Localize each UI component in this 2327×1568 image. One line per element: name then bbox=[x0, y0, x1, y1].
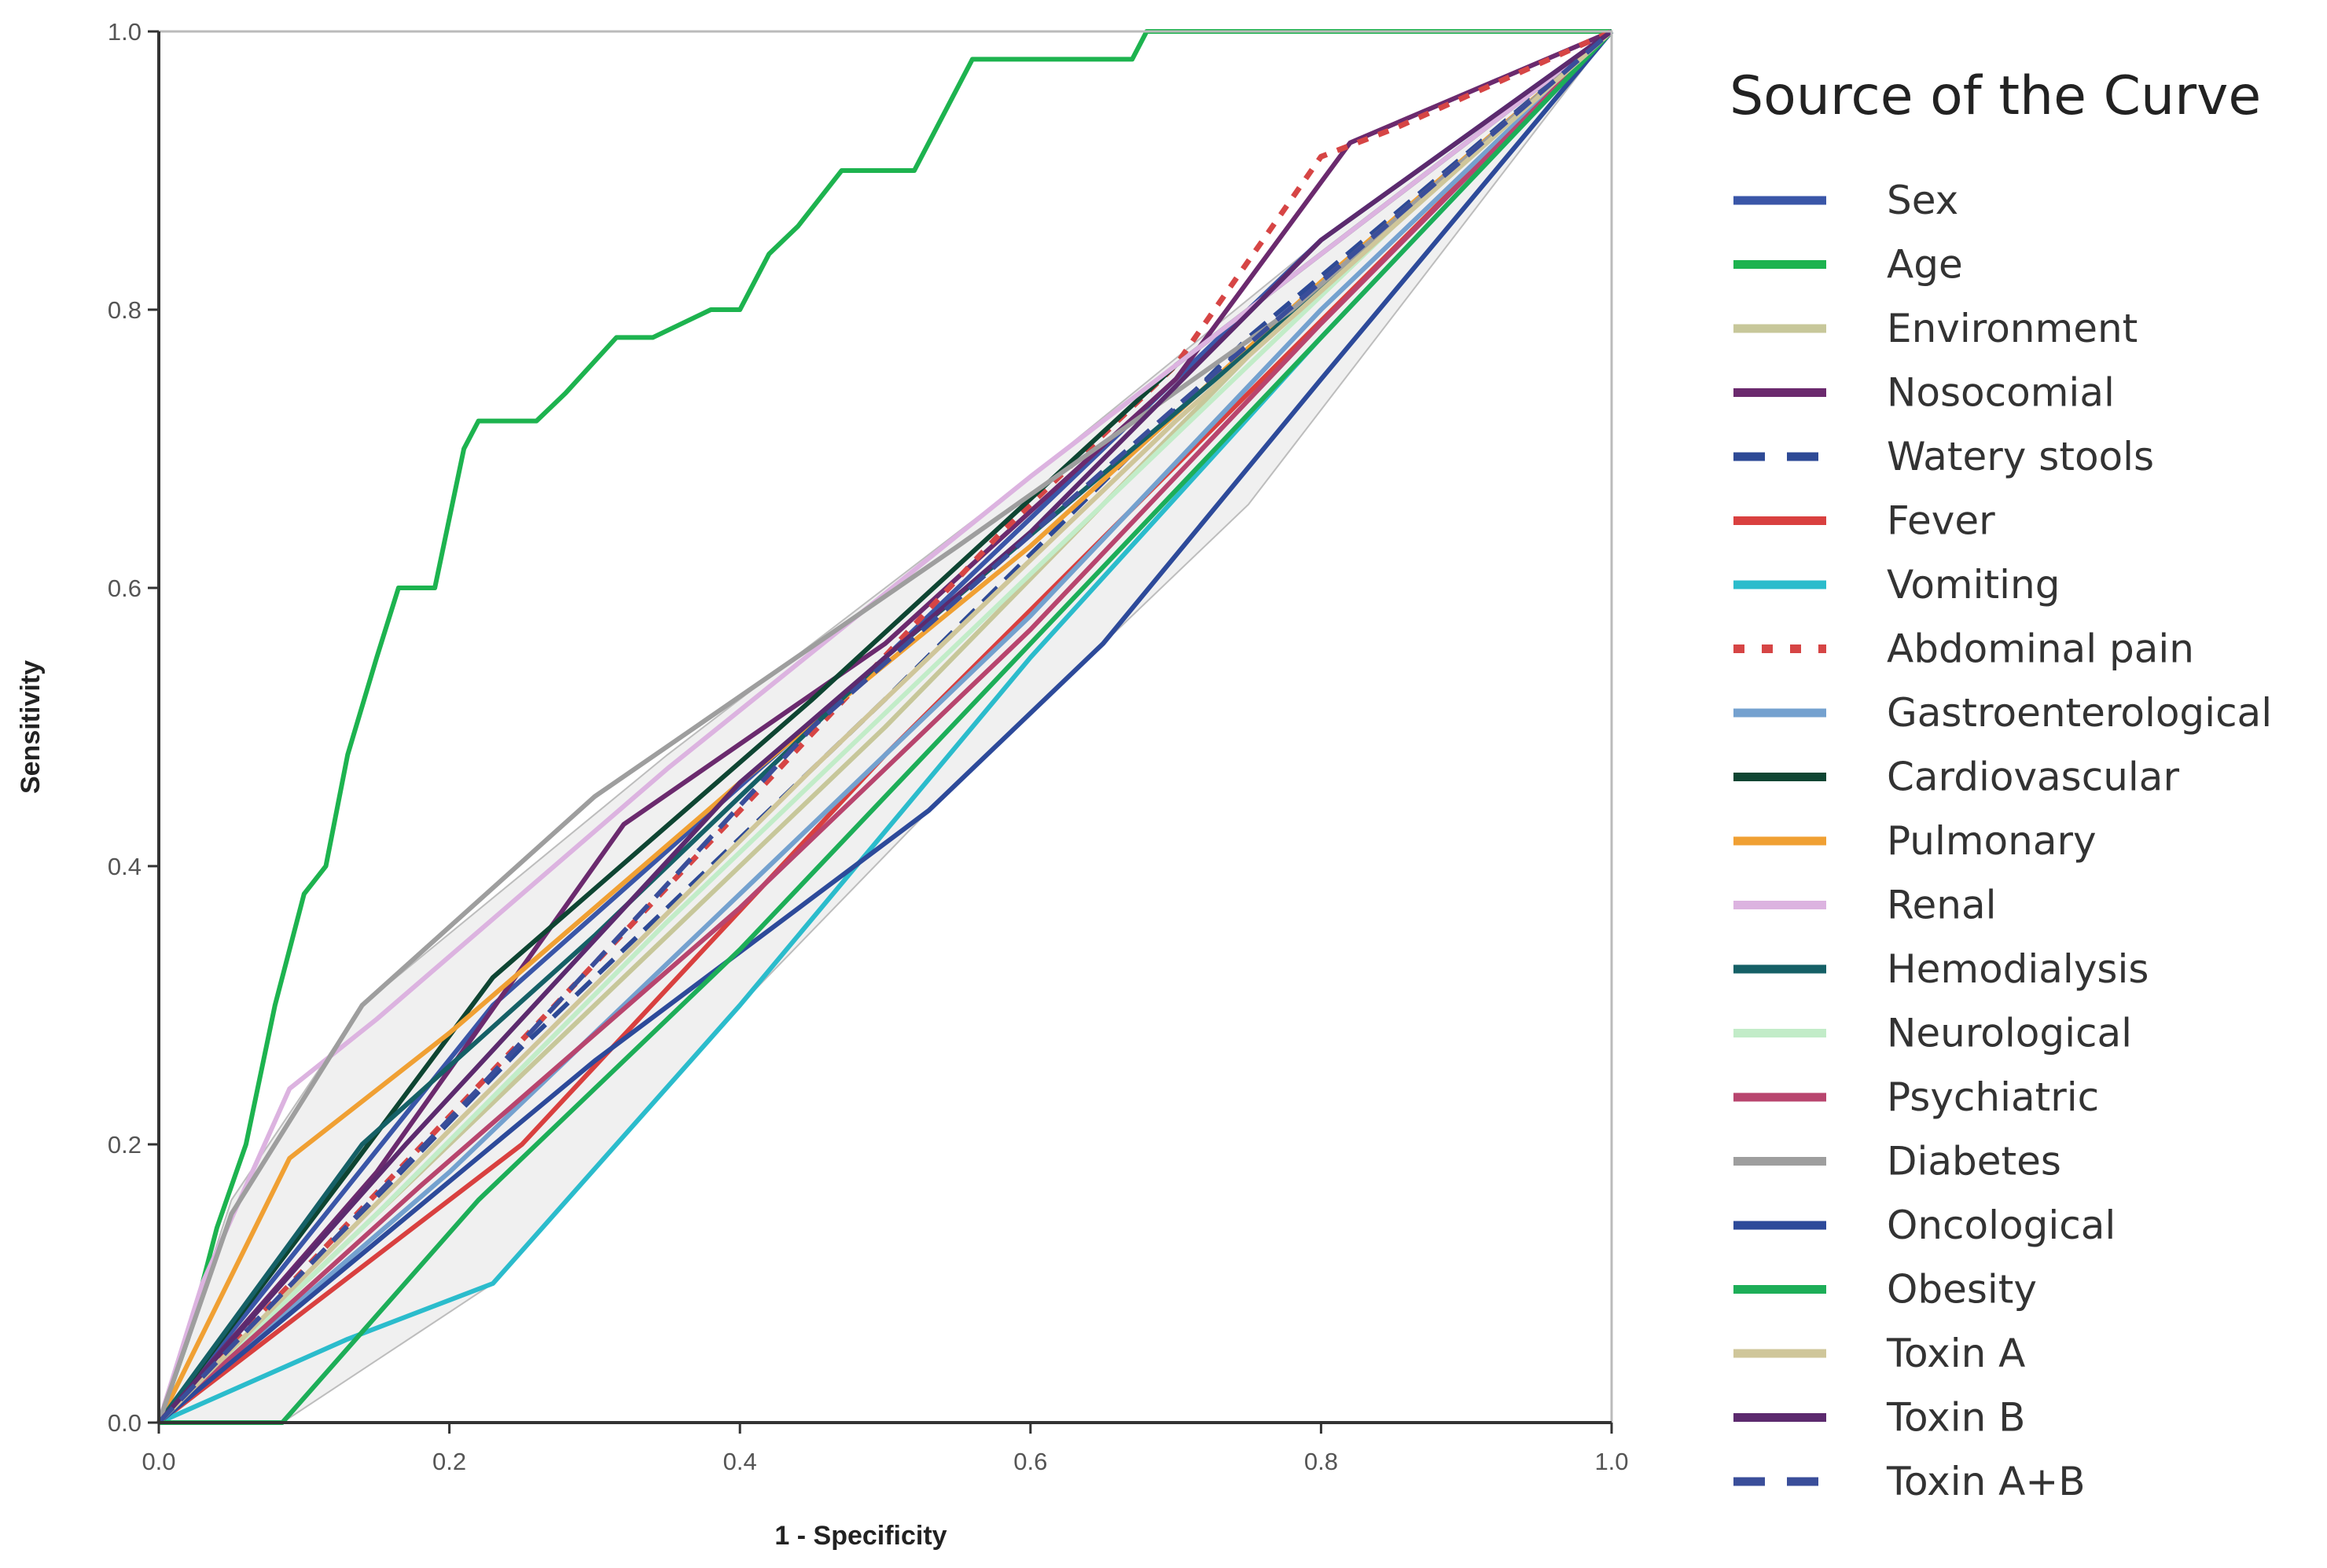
legend-label: Watery stools bbox=[1887, 434, 2154, 479]
legend-item-obesity: Obesity bbox=[1733, 1267, 2037, 1313]
legend-label: Gastroenterological bbox=[1887, 690, 2272, 736]
x-tick-label: 0.6 bbox=[1013, 1448, 1047, 1475]
y-tick-label: 0.6 bbox=[108, 575, 142, 602]
series-line-psychiatric bbox=[156, 29, 1614, 1425]
x-tick-label: 0.0 bbox=[142, 1448, 175, 1475]
series-line-toxin-a bbox=[156, 29, 1613, 1425]
legend-item-environment: Environment bbox=[1733, 306, 2138, 351]
series-line-oncological bbox=[157, 30, 1614, 1425]
legend-item-vomiting: Vomiting bbox=[1733, 562, 2060, 608]
legend-item-diabetes: Diabetes bbox=[1733, 1139, 2061, 1184]
legend-item-oncological: Oncological bbox=[1733, 1203, 2116, 1248]
legend-item-toxin-a: Toxin A bbox=[1733, 1331, 2025, 1376]
legend-label: Renal bbox=[1887, 883, 1996, 928]
legend-item-abdominal-pain: Abdominal pain bbox=[1733, 626, 2194, 672]
legend-item-hemodialysis: Hemodialysis bbox=[1733, 946, 2149, 992]
legend-item-psychiatric: Psychiatric bbox=[1733, 1074, 2099, 1120]
legend: Sex Age Environment Nosocomial Watery stools… bbox=[1733, 178, 2272, 1504]
series-line-gastroenterological bbox=[157, 29, 1614, 1425]
legend-label: Age bbox=[1887, 242, 1963, 288]
legend-item-age: Age bbox=[1733, 242, 1963, 288]
legend-label: Psychiatric bbox=[1887, 1074, 2099, 1120]
legend-label: Toxin B bbox=[1886, 1395, 2025, 1441]
legend-item-neurological: Neurological bbox=[1733, 1011, 2132, 1056]
y-tick-label: 0.8 bbox=[108, 296, 142, 324]
legend-label: Sex bbox=[1887, 178, 1958, 223]
series-layer bbox=[156, 28, 1614, 1425]
legend-label: Environment bbox=[1887, 306, 2138, 351]
series-line-toxin-a-b bbox=[156, 29, 1613, 1425]
legend-label: Obesity bbox=[1887, 1267, 2037, 1313]
legend-label: Diabetes bbox=[1887, 1139, 2061, 1184]
legend-title: Source of the Curve bbox=[1730, 65, 2261, 127]
legend-item-renal: Renal bbox=[1733, 883, 1996, 928]
y-tick-label: 0.4 bbox=[108, 853, 142, 880]
legend-label: Hemodialysis bbox=[1887, 946, 2149, 992]
series-line-hemodialysis bbox=[156, 29, 1613, 1424]
legend-item-cardiovascular: Cardiovascular bbox=[1733, 755, 2179, 800]
axes-layer bbox=[157, 30, 1613, 1424]
x-axis-title: 1 - Specificity bbox=[774, 1521, 947, 1551]
series-line-nosocomial bbox=[156, 29, 1613, 1424]
series-line-age bbox=[156, 29, 1612, 1423]
legend-label: Toxin A+B bbox=[1886, 1459, 2086, 1504]
ticks-layer: 0.0 0.2 0.4 0.6 0.8 1.0 0.0 0.2 0.4 0.6 0.8 1.0 bbox=[108, 18, 1629, 1475]
series-line-abdominal-pain bbox=[156, 28, 1613, 1425]
legend-item-fever: Fever bbox=[1733, 498, 1995, 544]
legend-item-toxin-a-b: Toxin A+B bbox=[1733, 1459, 2086, 1504]
legend-label: Fever bbox=[1887, 498, 1995, 544]
legend-label: Vomiting bbox=[1887, 562, 2060, 608]
x-tick-label: 0.8 bbox=[1304, 1448, 1338, 1475]
y-tick-label: 0.2 bbox=[108, 1131, 142, 1159]
legend-item-watery-stools: Watery stools bbox=[1733, 434, 2154, 479]
legend-label: Neurological bbox=[1887, 1011, 2132, 1056]
y-tick-label: 0.0 bbox=[108, 1409, 142, 1437]
legend-label: Toxin A bbox=[1886, 1331, 2025, 1376]
legend-label: Abdominal pain bbox=[1887, 626, 2194, 672]
legend-label: Oncological bbox=[1887, 1203, 2116, 1248]
legend-item-pulmonary: Pulmonary bbox=[1733, 818, 2097, 864]
y-tick-label: 1.0 bbox=[108, 18, 142, 46]
series-line-toxin-b bbox=[156, 29, 1613, 1424]
legend-label: Cardiovascular bbox=[1887, 755, 2179, 800]
legend-label: Nosocomial bbox=[1887, 370, 2115, 416]
y-axis-title: Sensitivity bbox=[16, 660, 46, 794]
series-line-fever bbox=[157, 29, 1614, 1425]
legend-item-sex: Sex bbox=[1733, 178, 1958, 223]
legend-item-toxin-b: Toxin B bbox=[1733, 1395, 2025, 1441]
legend-item-nosocomial: Nosocomial bbox=[1733, 370, 2115, 416]
legend-label: Pulmonary bbox=[1887, 818, 2097, 864]
x-tick-label: 0.4 bbox=[723, 1448, 757, 1475]
x-tick-label: 0.2 bbox=[432, 1448, 466, 1475]
x-tick-label: 1.0 bbox=[1594, 1448, 1628, 1475]
legend-item-gastroenterological: Gastroenterological bbox=[1733, 690, 2272, 736]
